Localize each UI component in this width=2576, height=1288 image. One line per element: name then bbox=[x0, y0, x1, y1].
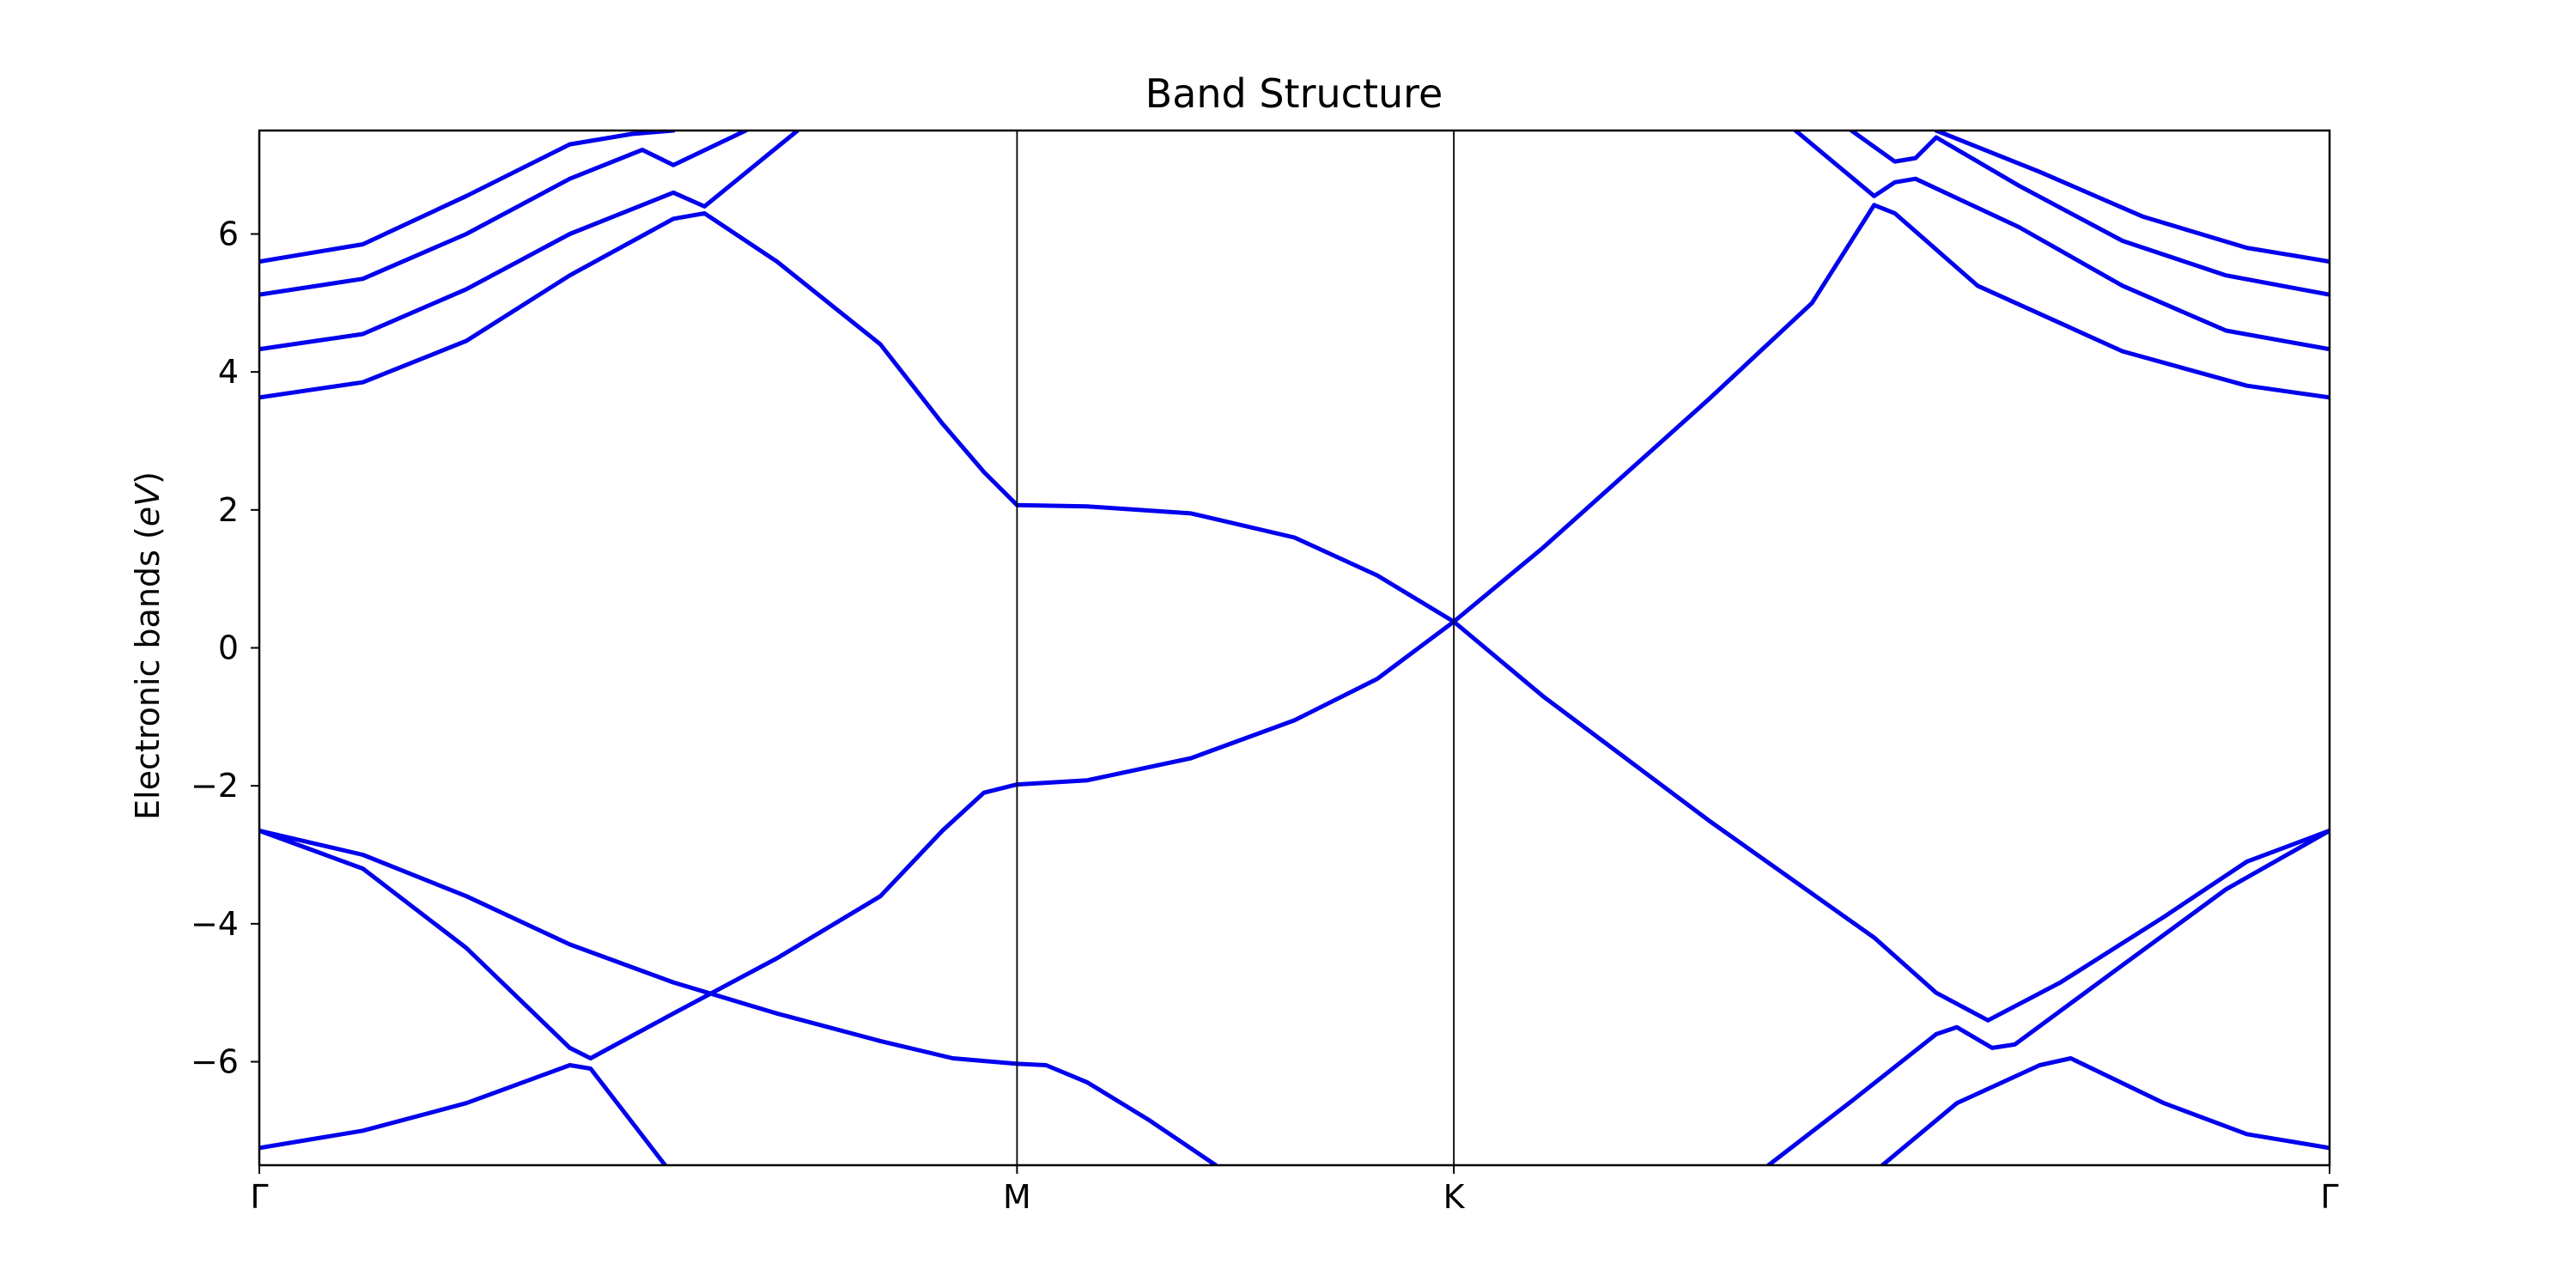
y-tick-label: 6 bbox=[218, 216, 239, 253]
band-line-10 bbox=[1793, 131, 2330, 352]
band-line-5 bbox=[259, 203, 2330, 1060]
band-line-3 bbox=[259, 131, 749, 297]
y-axis-label-group: Electronic bands (eV) bbox=[129, 471, 167, 820]
y-tick-label: −2 bbox=[191, 767, 239, 805]
x-tick-label: K bbox=[1443, 1178, 1466, 1216]
band-line-8 bbox=[1766, 828, 2330, 1165]
y-tick-label: 2 bbox=[218, 491, 239, 529]
band-line-11 bbox=[1849, 131, 2330, 297]
y-axis-label: Electronic bands (eV) bbox=[129, 471, 167, 820]
y-tick-label: 0 bbox=[218, 629, 239, 667]
x-tick-label: Γ bbox=[250, 1178, 268, 1216]
y-tick-label: 4 bbox=[218, 353, 239, 391]
band-line-12 bbox=[1934, 131, 2330, 264]
y-tick-label: −6 bbox=[191, 1043, 239, 1081]
y-axis-label-text: Electronic bands bbox=[129, 550, 167, 820]
x-tick-label: Γ bbox=[2320, 1178, 2338, 1216]
y-axis-ticks: −6 −4 −2 0 2 4 6 bbox=[191, 216, 259, 1081]
y-tick-label: −4 bbox=[191, 905, 239, 943]
band-line-9 bbox=[1880, 1056, 2330, 1165]
chart-title: Band Structure bbox=[1145, 70, 1443, 117]
band-lines bbox=[259, 131, 2330, 1165]
band-line-2 bbox=[259, 131, 800, 352]
band-line-7 bbox=[259, 1063, 668, 1165]
x-tick-label: M bbox=[1003, 1178, 1031, 1216]
band-line-6 bbox=[259, 828, 1218, 1165]
band-line-4 bbox=[259, 131, 676, 264]
y-axis-label-unit: eV bbox=[129, 482, 167, 526]
plot-frame bbox=[258, 129, 2331, 1167]
high-symmetry-lines bbox=[1016, 131, 1455, 1165]
band-line-1 bbox=[259, 210, 2330, 1023]
